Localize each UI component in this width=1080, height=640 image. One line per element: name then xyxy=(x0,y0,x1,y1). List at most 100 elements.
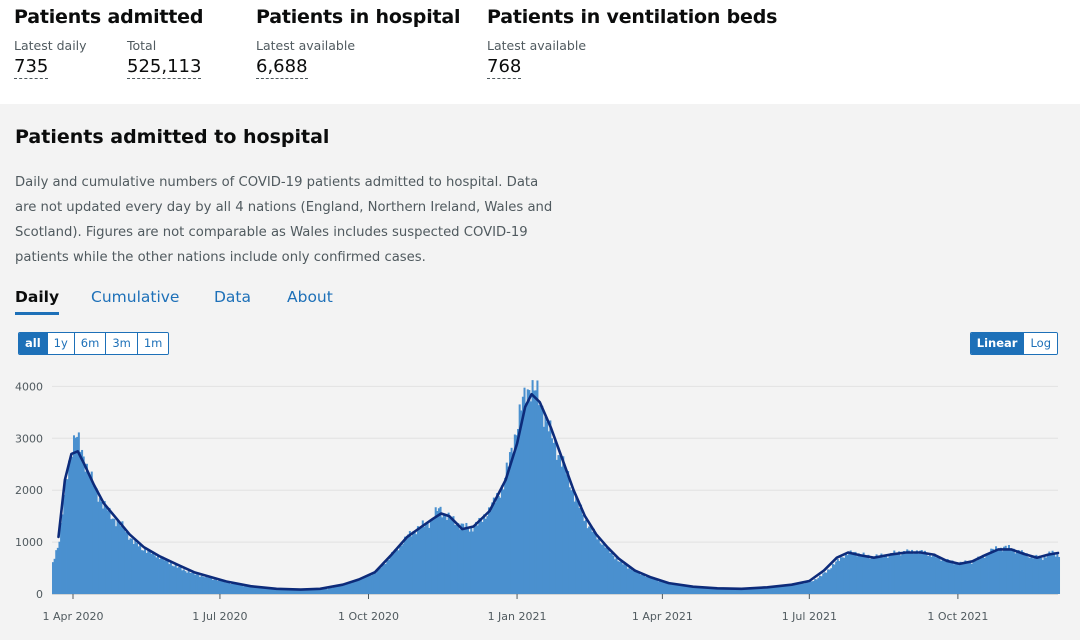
daily-bar xyxy=(880,553,883,594)
daily-bar xyxy=(446,520,449,594)
daily-bar xyxy=(216,580,219,594)
daily-bar xyxy=(765,586,768,594)
daily-admissions-chart[interactable]: 0 1000 2000 3000 4000 1 Apr 2020 1 Jul 2020 1 … xyxy=(0,366,1080,640)
daily-bar xyxy=(166,560,169,594)
scale-button-log[interactable]: Log xyxy=(1024,333,1057,354)
tab-cumulative[interactable]: Cumulative xyxy=(91,288,180,306)
daily-bar xyxy=(943,561,946,594)
scale-button-linear[interactable]: Linear xyxy=(970,333,1025,354)
daily-bar xyxy=(959,561,962,594)
daily-bar xyxy=(601,544,604,594)
daily-bar xyxy=(547,431,550,594)
daily-bar xyxy=(613,559,616,594)
metric-value[interactable]: 735 xyxy=(14,56,49,79)
daily-bar xyxy=(160,557,163,594)
daily-bar xyxy=(609,552,612,594)
range-button-3m[interactable]: 3m xyxy=(106,333,138,354)
headline-patients-in-hospital: Patients in hospital Latest available 6,… xyxy=(256,6,461,79)
daily-bar xyxy=(329,588,332,594)
daily-bar xyxy=(999,547,1002,594)
daily-bar xyxy=(932,555,935,594)
range-button-1y[interactable]: 1y xyxy=(47,333,75,354)
daily-bar xyxy=(142,550,145,594)
daily-bar xyxy=(869,558,872,594)
daily-bar xyxy=(87,472,90,594)
daily-bar xyxy=(355,580,358,594)
daily-bar xyxy=(901,553,904,594)
metric-value[interactable]: 525,113 xyxy=(127,56,202,79)
daily-bar xyxy=(670,584,673,594)
daily-bar xyxy=(391,552,394,594)
daily-bar xyxy=(1003,546,1006,594)
daily-bar xyxy=(538,405,541,594)
daily-bar xyxy=(718,588,721,594)
daily-bar xyxy=(483,514,486,594)
daily-bar xyxy=(337,585,340,594)
daily-bar xyxy=(165,558,168,594)
daily-bar xyxy=(770,586,773,594)
daily-bar xyxy=(1041,560,1044,594)
metric-value[interactable]: 6,688 xyxy=(256,56,308,79)
daily-bar xyxy=(896,553,899,594)
daily-bar xyxy=(639,574,642,594)
daily-bar xyxy=(986,553,989,594)
daily-bar xyxy=(709,587,712,594)
daily-bar xyxy=(215,579,218,594)
daily-bar xyxy=(1033,555,1036,594)
daily-bar xyxy=(103,501,106,594)
daily-bar xyxy=(746,588,749,594)
daily-bar xyxy=(927,555,930,594)
daily-bar xyxy=(662,581,665,594)
daily-bar xyxy=(52,562,55,594)
headline-patients-admitted: Patients admitted Latest daily 735 Total… xyxy=(14,6,203,79)
daily-bar xyxy=(392,553,395,594)
daily-bar xyxy=(394,549,397,594)
metric-value[interactable]: 768 xyxy=(487,56,522,79)
daily-bar xyxy=(962,562,965,594)
daily-bar xyxy=(961,563,964,594)
daily-bar xyxy=(379,567,382,594)
daily-bar xyxy=(875,554,878,594)
daily-bar xyxy=(725,588,728,594)
daily-bar xyxy=(978,558,981,594)
range-button-1m[interactable]: 1m xyxy=(137,333,169,354)
daily-bar xyxy=(533,390,536,594)
daily-bar xyxy=(332,586,335,594)
daily-bar xyxy=(416,526,419,594)
tab-daily[interactable]: Daily xyxy=(15,288,60,315)
tab-data[interactable]: Data xyxy=(214,288,252,306)
daily-bar xyxy=(902,551,905,594)
daily-bar xyxy=(622,564,625,594)
daily-bar xyxy=(542,426,545,594)
daily-bar xyxy=(135,543,138,594)
range-button-all[interactable]: all xyxy=(19,333,48,354)
x-tick-label: 1 Jul 2020 xyxy=(192,610,247,623)
daily-bar xyxy=(76,436,79,594)
daily-bar xyxy=(626,568,629,594)
daily-bar xyxy=(458,529,461,594)
daily-bar xyxy=(1022,551,1025,594)
daily-bar xyxy=(510,447,513,594)
daily-bar xyxy=(1037,558,1040,594)
daily-bar xyxy=(894,553,897,594)
daily-bar xyxy=(764,587,767,594)
daily-bar xyxy=(701,587,704,594)
daily-bar xyxy=(885,555,888,594)
daily-bar xyxy=(437,508,440,594)
range-button-6m[interactable]: 6m xyxy=(74,333,107,354)
daily-bar xyxy=(64,478,67,594)
daily-bar xyxy=(1012,548,1015,594)
daily-bar xyxy=(255,587,258,594)
daily-bar xyxy=(702,587,705,594)
daily-bar xyxy=(499,497,502,594)
headline-title: Patients in ventilation beds xyxy=(487,6,778,28)
daily-bar xyxy=(1053,552,1056,594)
daily-bar xyxy=(476,525,479,594)
daily-bar xyxy=(347,582,350,594)
daily-bar xyxy=(638,571,641,594)
daily-bar xyxy=(1040,558,1043,594)
tab-about[interactable]: About xyxy=(287,288,333,306)
daily-bar xyxy=(60,522,63,594)
daily-bar xyxy=(568,487,571,594)
daily-bar xyxy=(221,581,224,594)
